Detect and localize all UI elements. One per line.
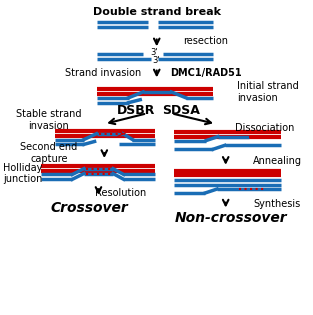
- Text: Strand invasion: Strand invasion: [65, 67, 141, 77]
- Text: Dissociation: Dissociation: [235, 123, 294, 133]
- Text: Holliday
junction: Holliday junction: [3, 163, 43, 184]
- Text: DSBR: DSBR: [117, 104, 156, 117]
- Text: Synthesis: Synthesis: [253, 199, 300, 209]
- Text: SDSA: SDSA: [162, 104, 200, 117]
- Text: Stable strand
invasion: Stable strand invasion: [16, 109, 82, 131]
- Text: DMC1/RAD51: DMC1/RAD51: [171, 67, 242, 77]
- Text: Double strand break: Double strand break: [93, 7, 221, 17]
- Text: Annealing: Annealing: [253, 156, 302, 166]
- Text: Initial strand
invasion: Initial strand invasion: [237, 81, 299, 103]
- Text: 3': 3': [152, 56, 160, 66]
- Text: 3': 3': [150, 48, 158, 57]
- Text: Crossover: Crossover: [51, 202, 129, 215]
- Text: Non-crossover: Non-crossover: [174, 211, 287, 225]
- Text: Resolution: Resolution: [95, 188, 146, 198]
- Text: Second end
capture: Second end capture: [20, 142, 78, 164]
- Text: resection: resection: [183, 37, 228, 46]
